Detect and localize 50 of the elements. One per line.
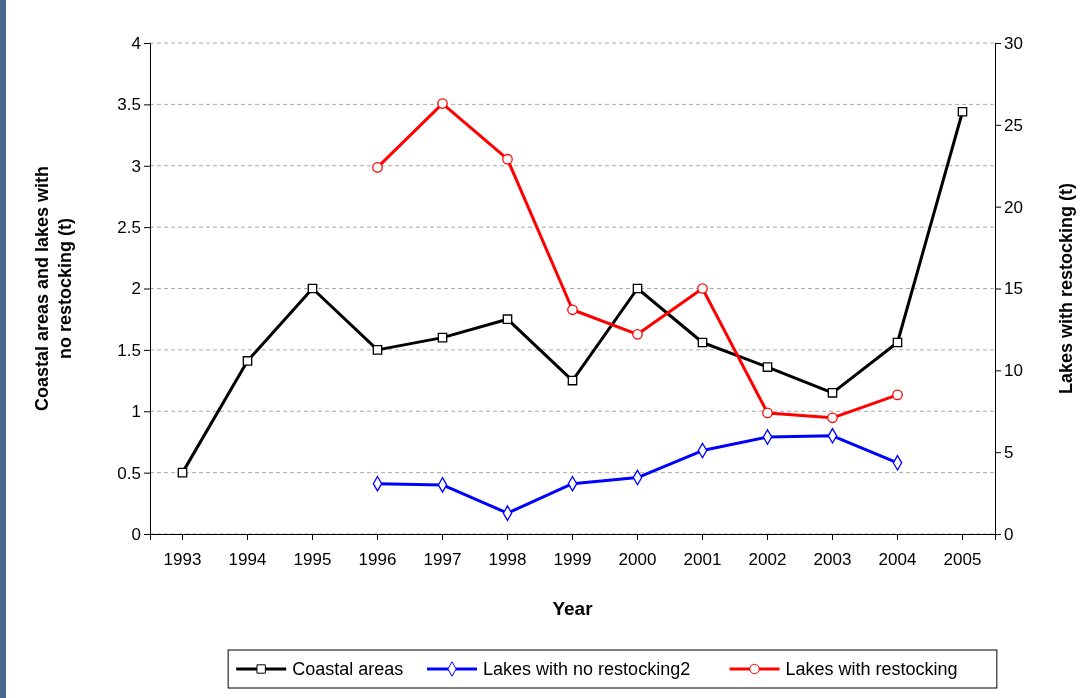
- point: [567, 304, 578, 316]
- y-tick-label: 1.5: [117, 340, 141, 360]
- x-tick-label: 2001: [683, 550, 722, 570]
- point: [892, 389, 903, 401]
- legend-label: Coastal areas: [292, 659, 404, 679]
- y-tick-label: 0: [131, 524, 141, 544]
- y2-tick-label: 25: [1004, 115, 1023, 135]
- point: [697, 283, 708, 294]
- y2-tick-label: 20: [1004, 197, 1023, 217]
- point: [827, 388, 838, 398]
- legend-label: Lakes with no restocking2: [483, 659, 691, 679]
- x-tick-label: 1999: [553, 550, 592, 570]
- point: [957, 106, 968, 117]
- x-tick-label: 1994: [228, 550, 267, 570]
- x-tick-label: 2000: [618, 550, 657, 570]
- x-tick-label: 2002: [748, 550, 787, 570]
- y-tick-label: 3.5: [117, 95, 141, 115]
- y-tick-label: 3: [131, 156, 141, 176]
- x-tick-label: 2004: [878, 550, 917, 570]
- y-tick-label: 2: [131, 279, 141, 299]
- y2-tick-label: 5: [1004, 443, 1014, 463]
- y2-tick-label: 0: [1004, 524, 1014, 544]
- x-tick-label: 1995: [293, 550, 332, 570]
- point: [762, 362, 773, 372]
- point: [372, 345, 383, 355]
- point: [437, 98, 448, 109]
- x-tick-label: 1996: [358, 550, 397, 570]
- y-tick-label: 4: [131, 33, 141, 53]
- point: [762, 407, 773, 419]
- x-tick-label: 2005: [943, 550, 982, 570]
- x-tick-label: 1998: [488, 550, 527, 570]
- y2-tick-label: 10: [1004, 361, 1023, 381]
- y-tick-label: 1: [131, 402, 141, 422]
- y2-tick-label: 15: [1004, 279, 1023, 299]
- y2-tick-label: 30: [1004, 33, 1023, 53]
- y-tick-label: 0.5: [117, 463, 141, 483]
- point: [242, 356, 253, 366]
- y-axis-title: Coastal areas and lakes with no restocking (t): [32, 165, 75, 412]
- point: [502, 314, 513, 325]
- point: [632, 328, 643, 340]
- point: [372, 162, 383, 173]
- y-tick-label: 2.5: [117, 218, 141, 238]
- point: [502, 153, 513, 165]
- x-tick-label: 2003: [813, 550, 852, 570]
- x-axis-title: Year: [552, 598, 594, 619]
- x-tick-label: 1997: [423, 550, 462, 570]
- point: [827, 412, 838, 424]
- y2-axis-title: Lakes with restocking (t): [1056, 182, 1076, 395]
- x-tick-label: 1993: [163, 550, 202, 570]
- legend-label: Lakes with restocking: [785, 659, 958, 679]
